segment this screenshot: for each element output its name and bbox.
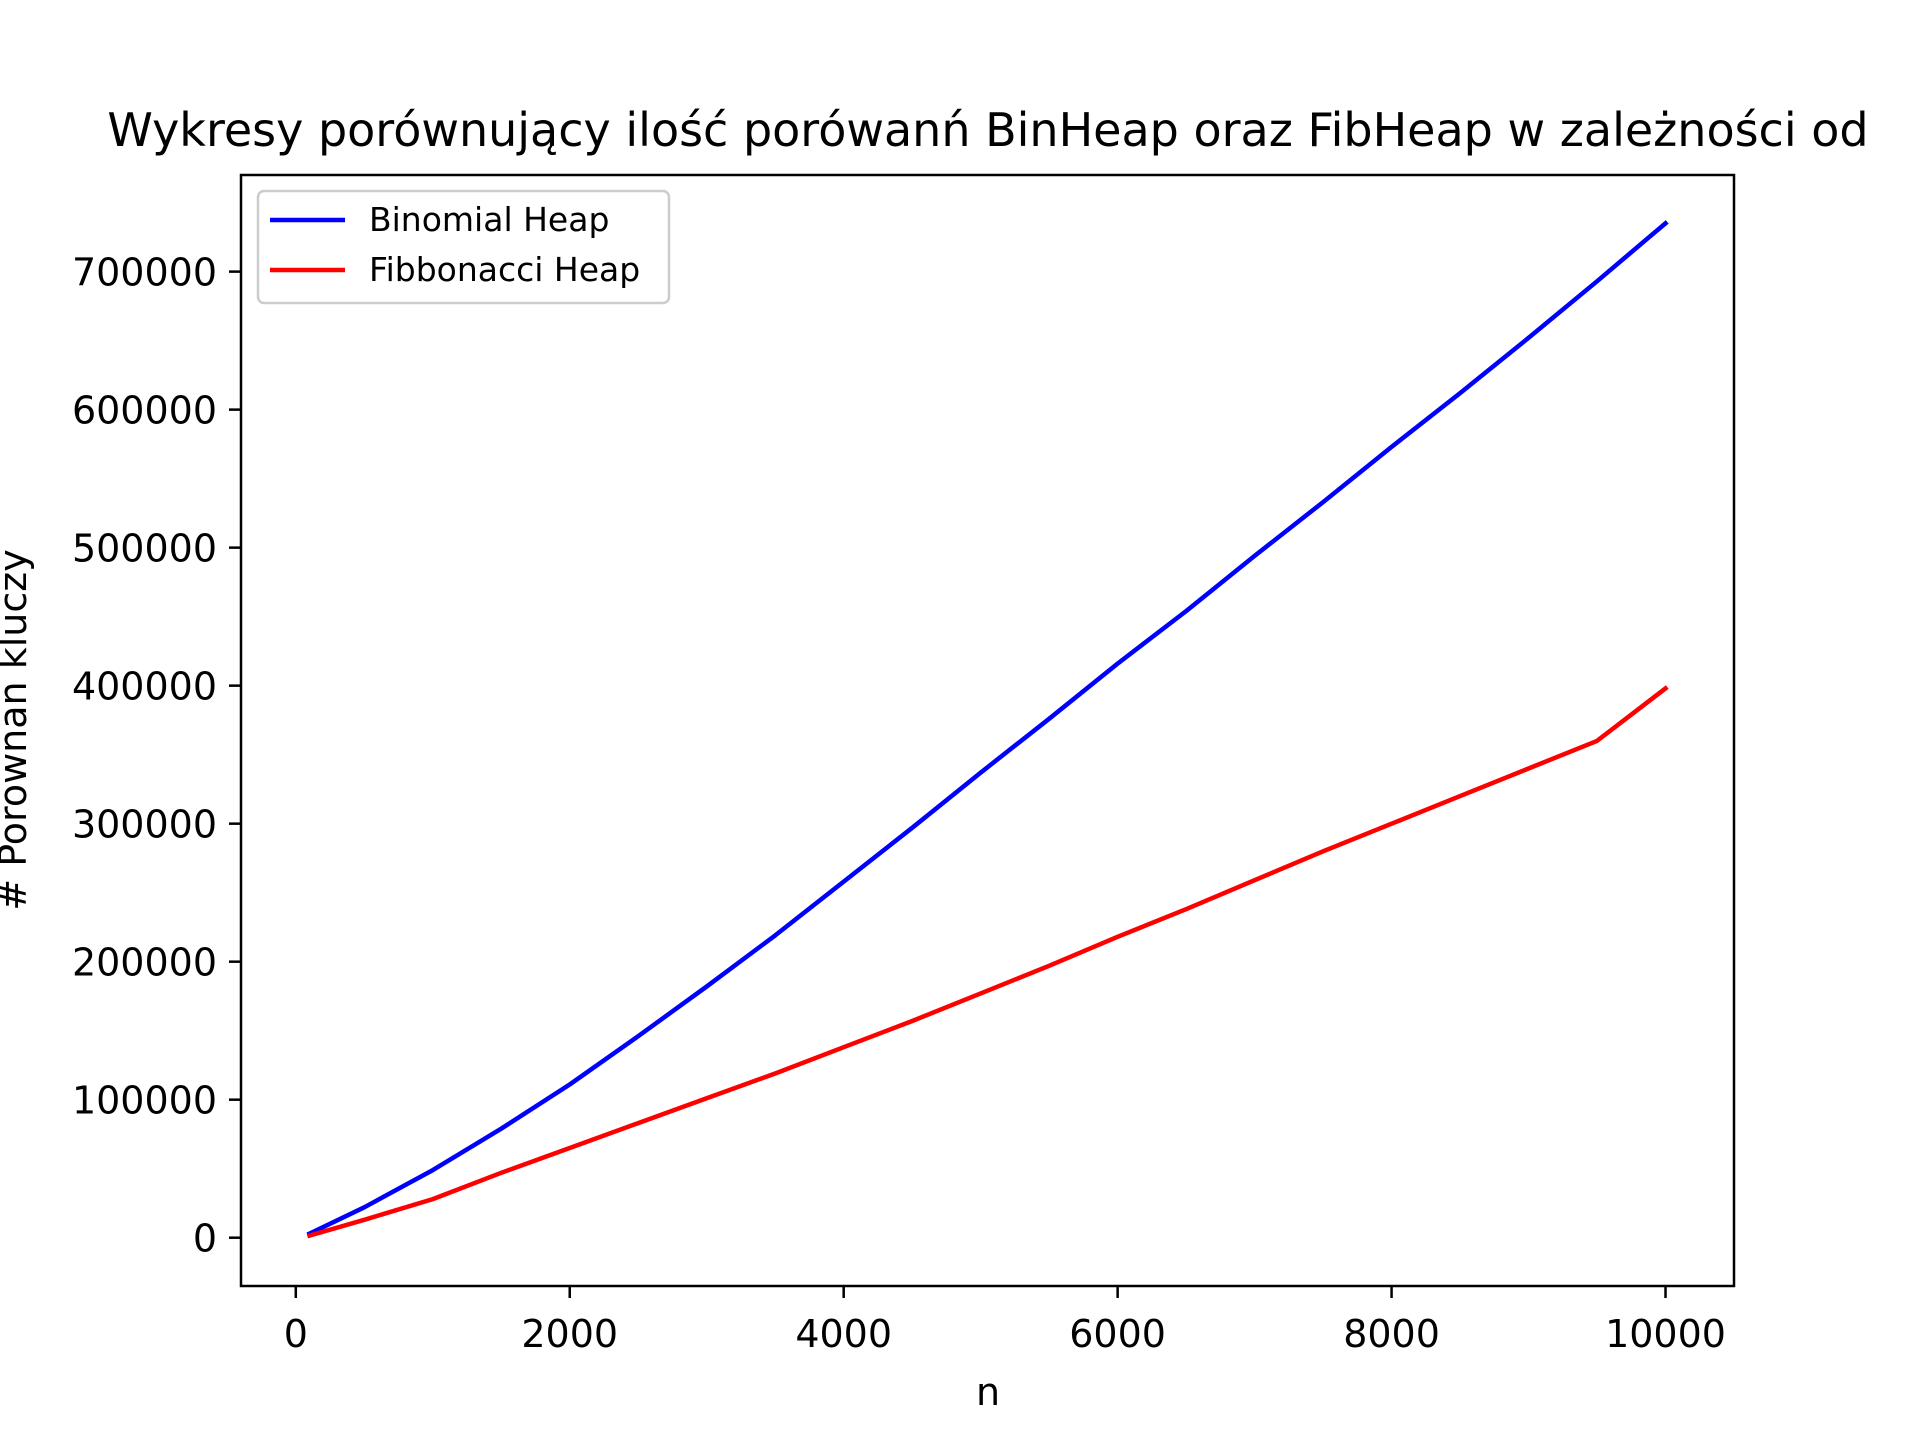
- y-tick-label: 300000: [72, 803, 217, 847]
- axes-frame: [239, 173, 1736, 1288]
- x-tick-label: 6000: [1069, 1312, 1166, 1356]
- x-axis-label: n: [976, 1370, 1000, 1414]
- x-tick-label: 10000: [1605, 1312, 1726, 1356]
- y-tick-label: 100000: [72, 1079, 217, 1123]
- series-layer: [306, 220, 1669, 1239]
- legend-label-binomial-heap: Binomial Heap: [369, 200, 609, 239]
- y-tick-label: 400000: [72, 665, 217, 709]
- x-tick-label: 4000: [795, 1312, 892, 1356]
- series-line-binomial-heap: [306, 220, 1669, 1237]
- y-tick-label: 500000: [72, 527, 217, 571]
- legend: Binomial Heap Fibbonacci Heap: [256, 189, 671, 305]
- x-axis-ticks: 0 2000 4000 6000 8000 10000: [284, 1286, 1726, 1356]
- x-tick-label: 0: [284, 1312, 308, 1356]
- series-line-fibbonacci-heap: [306, 685, 1669, 1239]
- y-tick-label: 600000: [72, 389, 217, 433]
- y-tick-label: 0: [193, 1217, 217, 1261]
- legend-box: [256, 189, 671, 305]
- y-tick-label: 700000: [72, 251, 217, 295]
- chart-title: Wykresy porównujący ilość porówanń BinHe…: [107, 103, 1868, 157]
- x-tick-label: 2000: [521, 1312, 618, 1356]
- x-tick-label: 8000: [1343, 1312, 1440, 1356]
- y-tick-label: 200000: [72, 941, 217, 985]
- legend-label-fibbonacci-heap: Fibbonacci Heap: [369, 250, 640, 289]
- y-axis-label: # Porownan kluczy: [0, 549, 35, 910]
- y-axis-ticks: 0 100000 200000 300000 400000 500000 600000 700…: [72, 251, 241, 1261]
